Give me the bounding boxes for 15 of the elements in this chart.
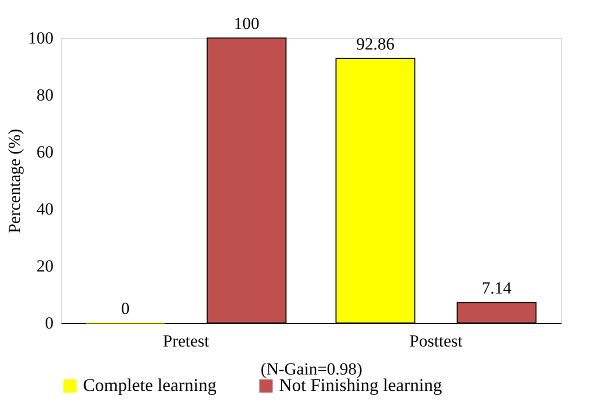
y-tick-label: 20 [36,256,54,276]
y-tick-label: 40 [36,200,54,218]
y-tick-label: 100 [28,28,54,48]
y-axis-title: Percentage (%) [5,128,24,234]
data-label: 0 [121,299,130,318]
y-tick-label: 0 [45,314,54,332]
y-tick-label: 80 [36,86,54,104]
data-label: 7.14 [482,278,512,298]
y-tick-label: 60 [36,142,54,162]
x-axis-title: (N-Gain=0.98) [260,360,362,378]
legend-label: Complete learning [83,375,216,395]
data-label: 100 [234,14,260,33]
data-label: 92.86 [356,34,395,54]
x-tick-label: Posttest [410,332,463,350]
x-tick-label: Pretest [162,332,210,350]
